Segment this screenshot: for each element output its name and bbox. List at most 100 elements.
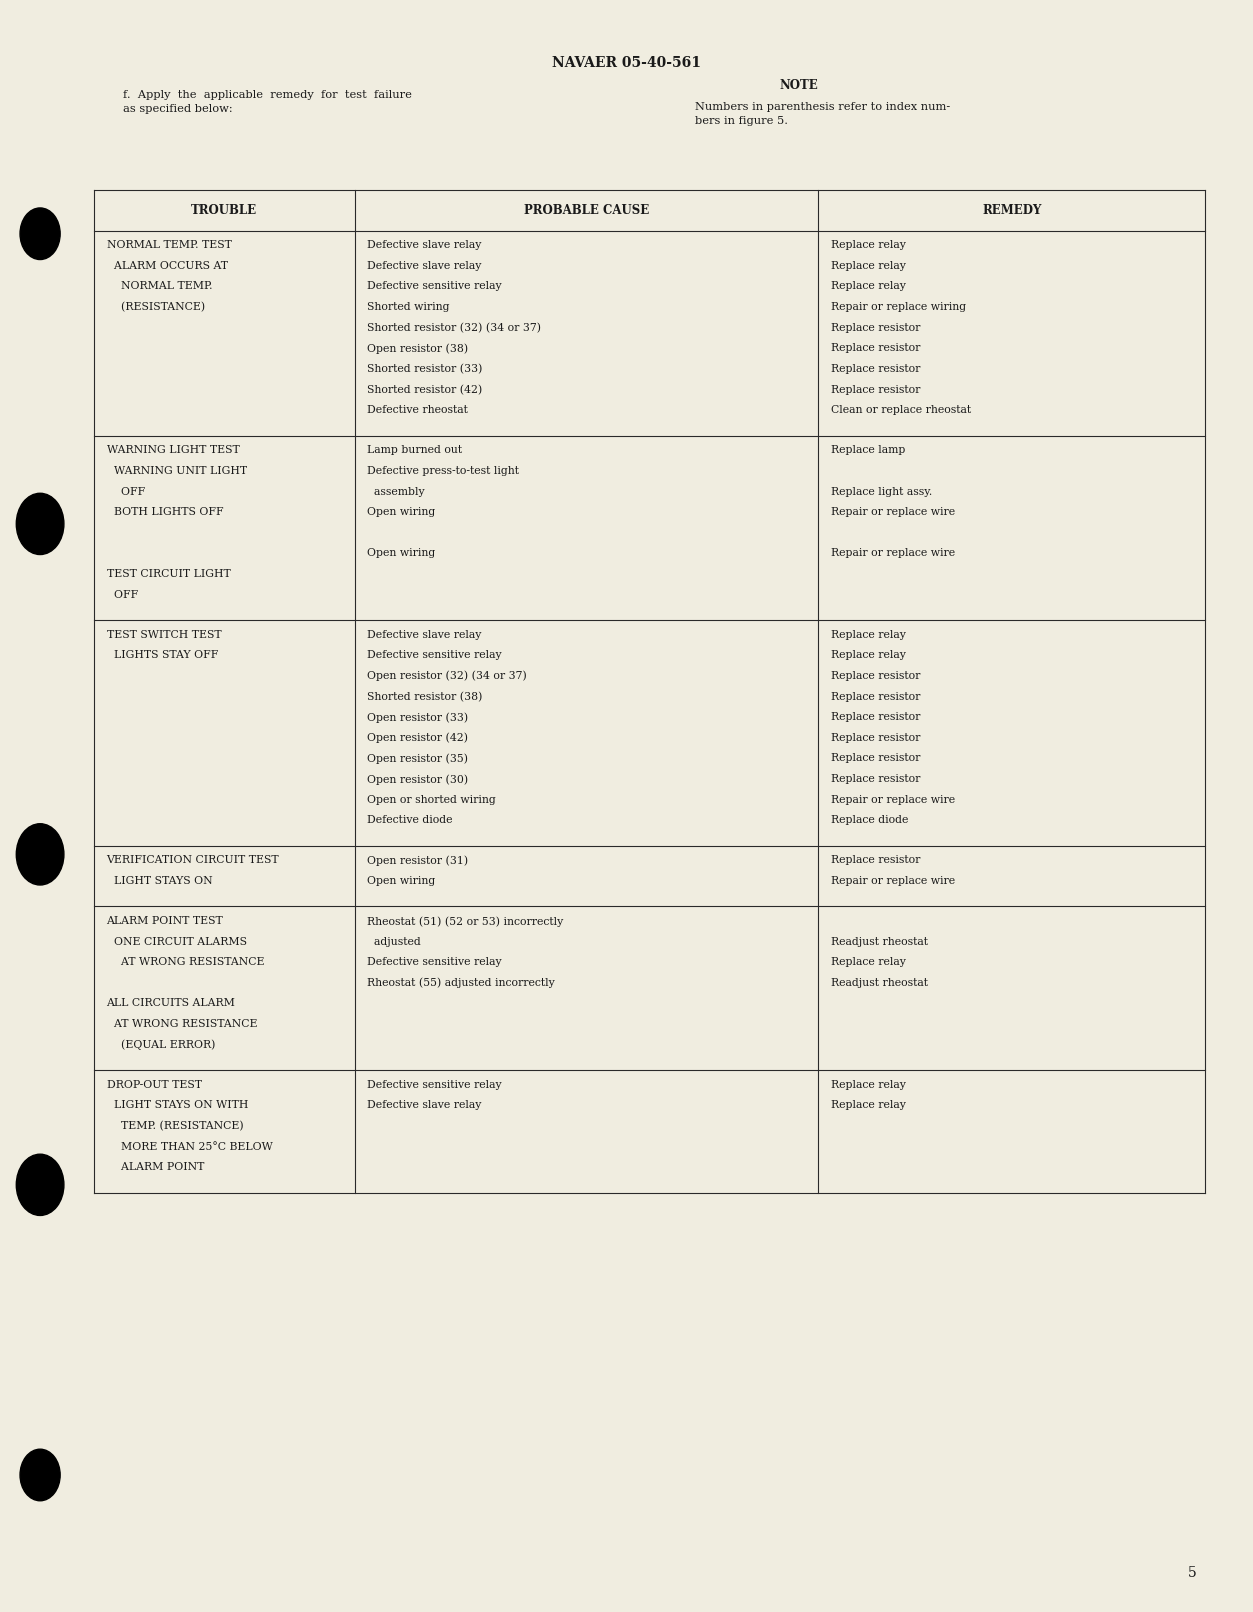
Text: Replace resistor: Replace resistor xyxy=(831,385,920,395)
Text: Repair or replace wire: Repair or replace wire xyxy=(831,795,955,804)
Text: f.  Apply  the  applicable  remedy  for  test  failure
as specified below:: f. Apply the applicable remedy for test … xyxy=(123,90,412,114)
Text: Open or shorted wiring: Open or shorted wiring xyxy=(367,795,496,804)
Text: Open wiring: Open wiring xyxy=(367,875,435,887)
Text: NORMAL TEMP.: NORMAL TEMP. xyxy=(107,282,212,292)
Text: TROUBLE: TROUBLE xyxy=(192,203,257,218)
Text: Replace resistor: Replace resistor xyxy=(831,692,920,701)
Text: Defective sensitive relay: Defective sensitive relay xyxy=(367,650,501,661)
Text: Open wiring: Open wiring xyxy=(367,548,435,558)
Text: MORE THAN 25°C BELOW: MORE THAN 25°C BELOW xyxy=(107,1141,272,1151)
Circle shape xyxy=(20,208,60,260)
Text: LIGHT STAYS ON: LIGHT STAYS ON xyxy=(107,875,212,887)
Text: Replace diode: Replace diode xyxy=(831,816,908,825)
Circle shape xyxy=(16,1154,64,1215)
Text: Shorted resistor (33): Shorted resistor (33) xyxy=(367,364,482,374)
Text: Open resistor (42): Open resistor (42) xyxy=(367,733,469,743)
Text: Replace resistor: Replace resistor xyxy=(831,343,920,353)
Text: ALL CIRCUITS ALARM: ALL CIRCUITS ALARM xyxy=(107,998,236,1009)
Text: AT WRONG RESISTANCE: AT WRONG RESISTANCE xyxy=(107,958,264,967)
Text: Shorted wiring: Shorted wiring xyxy=(367,301,450,313)
Text: Open resistor (32) (34 or 37): Open resistor (32) (34 or 37) xyxy=(367,671,526,682)
Text: WARNING LIGHT TEST: WARNING LIGHT TEST xyxy=(107,445,239,455)
Text: NAVAER 05-40-561: NAVAER 05-40-561 xyxy=(553,56,700,71)
Text: PROBABLE CAUSE: PROBABLE CAUSE xyxy=(524,203,649,218)
Text: WARNING UNIT LIGHT: WARNING UNIT LIGHT xyxy=(107,466,247,476)
Text: DROP-OUT TEST: DROP-OUT TEST xyxy=(107,1080,202,1090)
Text: REMEDY: REMEDY xyxy=(982,203,1041,218)
Text: Replace relay: Replace relay xyxy=(831,958,906,967)
Text: Lamp burned out: Lamp burned out xyxy=(367,445,462,455)
Text: Open wiring: Open wiring xyxy=(367,508,435,517)
Text: TEMP. (RESISTANCE): TEMP. (RESISTANCE) xyxy=(107,1120,243,1132)
Text: Defective slave relay: Defective slave relay xyxy=(367,630,481,640)
Text: Readjust rheostat: Readjust rheostat xyxy=(831,978,927,988)
Text: Replace resistor: Replace resistor xyxy=(831,774,920,783)
Text: Clean or replace rheostat: Clean or replace rheostat xyxy=(831,405,971,416)
Text: Replace resistor: Replace resistor xyxy=(831,671,920,680)
Text: (EQUAL ERROR): (EQUAL ERROR) xyxy=(107,1040,214,1051)
Text: Replace relay: Replace relay xyxy=(831,261,906,271)
Text: Replace resistor: Replace resistor xyxy=(831,713,920,722)
Text: Defective sensitive relay: Defective sensitive relay xyxy=(367,958,501,967)
Text: Replace relay: Replace relay xyxy=(831,240,906,250)
Text: Numbers in parenthesis refer to index num-
bers in figure 5.: Numbers in parenthesis refer to index nu… xyxy=(695,102,951,126)
Text: Replace resistor: Replace resistor xyxy=(831,364,920,374)
Text: LIGHTS STAY OFF: LIGHTS STAY OFF xyxy=(107,650,218,661)
Text: Rheostat (55) adjusted incorrectly: Rheostat (55) adjusted incorrectly xyxy=(367,978,555,988)
Text: Replace resistor: Replace resistor xyxy=(831,733,920,743)
Text: Replace resistor: Replace resistor xyxy=(831,856,920,866)
Text: Replace relay: Replace relay xyxy=(831,1080,906,1090)
Text: Open resistor (35): Open resistor (35) xyxy=(367,753,469,764)
Text: ALARM POINT: ALARM POINT xyxy=(107,1162,204,1172)
Text: Repair or replace wire: Repair or replace wire xyxy=(831,875,955,887)
Text: NOTE: NOTE xyxy=(779,79,818,92)
Text: Defective sensitive relay: Defective sensitive relay xyxy=(367,1080,501,1090)
Text: ALARM POINT TEST: ALARM POINT TEST xyxy=(107,916,223,925)
Text: BOTH LIGHTS OFF: BOTH LIGHTS OFF xyxy=(107,508,223,517)
Text: Replace relay: Replace relay xyxy=(831,630,906,640)
Text: Open resistor (30): Open resistor (30) xyxy=(367,774,469,785)
Text: Defective slave relay: Defective slave relay xyxy=(367,240,481,250)
Text: Readjust rheostat: Readjust rheostat xyxy=(831,937,927,946)
Text: Open resistor (31): Open resistor (31) xyxy=(367,856,469,866)
Text: Replace resistor: Replace resistor xyxy=(831,322,920,332)
Text: ONE CIRCUIT ALARMS: ONE CIRCUIT ALARMS xyxy=(107,937,247,946)
Text: Repair or replace wiring: Repair or replace wiring xyxy=(831,301,966,313)
Text: NORMAL TEMP. TEST: NORMAL TEMP. TEST xyxy=(107,240,232,250)
Text: (RESISTANCE): (RESISTANCE) xyxy=(107,301,204,313)
Text: Shorted resistor (42): Shorted resistor (42) xyxy=(367,385,482,395)
Text: Replace relay: Replace relay xyxy=(831,282,906,292)
Text: Open resistor (38): Open resistor (38) xyxy=(367,343,469,355)
Text: Defective diode: Defective diode xyxy=(367,816,452,825)
Text: 5: 5 xyxy=(1188,1565,1197,1580)
Text: Replace relay: Replace relay xyxy=(831,650,906,661)
Text: VERIFICATION CIRCUIT TEST: VERIFICATION CIRCUIT TEST xyxy=(107,856,279,866)
Text: Defective rheostat: Defective rheostat xyxy=(367,405,469,416)
Circle shape xyxy=(20,1449,60,1501)
Circle shape xyxy=(16,493,64,555)
Text: AT WRONG RESISTANCE: AT WRONG RESISTANCE xyxy=(107,1019,257,1028)
Text: Replace relay: Replace relay xyxy=(831,1101,906,1111)
Circle shape xyxy=(16,824,64,885)
Text: Shorted resistor (32) (34 or 37): Shorted resistor (32) (34 or 37) xyxy=(367,322,541,334)
Text: Defective slave relay: Defective slave relay xyxy=(367,261,481,271)
Text: adjusted: adjusted xyxy=(367,937,421,946)
Text: Defective press-to-test light: Defective press-to-test light xyxy=(367,466,519,476)
Text: Repair or replace wire: Repair or replace wire xyxy=(831,548,955,558)
Text: TEST CIRCUIT LIGHT: TEST CIRCUIT LIGHT xyxy=(107,569,231,579)
Text: Open resistor (33): Open resistor (33) xyxy=(367,713,469,722)
Text: Shorted resistor (38): Shorted resistor (38) xyxy=(367,692,482,701)
Text: Replace light assy.: Replace light assy. xyxy=(831,487,932,496)
Text: Repair or replace wire: Repair or replace wire xyxy=(831,508,955,517)
Text: LIGHT STAYS ON WITH: LIGHT STAYS ON WITH xyxy=(107,1101,248,1111)
Text: Replace resistor: Replace resistor xyxy=(831,753,920,764)
Text: assembly: assembly xyxy=(367,487,425,496)
Text: ALARM OCCURS AT: ALARM OCCURS AT xyxy=(107,261,228,271)
Text: TEST SWITCH TEST: TEST SWITCH TEST xyxy=(107,630,221,640)
Text: Replace lamp: Replace lamp xyxy=(831,445,905,455)
Text: OFF: OFF xyxy=(107,487,145,496)
Text: Defective slave relay: Defective slave relay xyxy=(367,1101,481,1111)
Text: Defective sensitive relay: Defective sensitive relay xyxy=(367,282,501,292)
Text: OFF: OFF xyxy=(107,590,138,600)
Text: Rheostat (51) (52 or 53) incorrectly: Rheostat (51) (52 or 53) incorrectly xyxy=(367,916,564,927)
